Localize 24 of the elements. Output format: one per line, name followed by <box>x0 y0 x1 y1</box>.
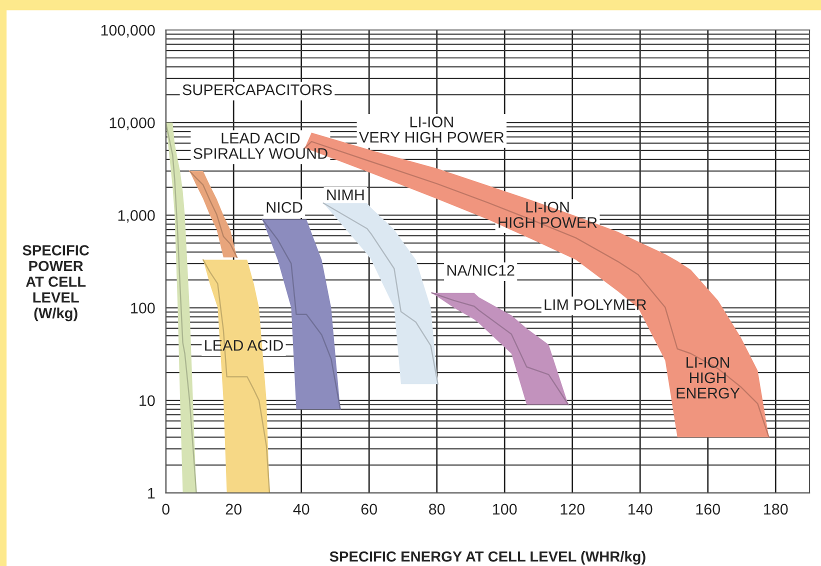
y-tick-label: 1,000 <box>118 210 155 223</box>
y-tick-label: 100,000 <box>101 24 155 38</box>
x-tick-label: 20 <box>226 504 242 515</box>
annotation: LI-ION VERY HIGH POWER <box>359 116 504 143</box>
x-tick-label: 0 <box>162 504 170 515</box>
x-tick-label: 60 <box>361 504 378 515</box>
annotation: SUPERCAPACITORS <box>182 84 332 96</box>
x-tick-label: 80 <box>429 504 445 515</box>
x-tick-label: 40 <box>293 504 310 515</box>
annotation: NICD <box>266 202 302 213</box>
x-tick-label: 120 <box>560 504 585 515</box>
y-tick-label: 1 <box>148 488 155 499</box>
y-tick-label: 10,000 <box>110 117 155 130</box>
x-tick-label: 140 <box>628 504 652 515</box>
y-tick-label: 100 <box>131 302 155 314</box>
annotation: LI-ION HIGH ENERGY <box>676 357 740 399</box>
y-tick-label: 10 <box>140 395 155 406</box>
x-tick-label: 160 <box>696 504 720 515</box>
annotation: NA/NIC12 <box>447 264 514 276</box>
x-tick-label: 180 <box>764 504 788 515</box>
x-tick-label: 100 <box>493 504 517 515</box>
y-axis-title: SPECIFIC POWER AT CELL LEVEL (W/kg) <box>22 245 90 322</box>
x-axis-title: SPECIFIC ENERGY AT CELL LEVEL (WHR/kg) <box>330 550 646 565</box>
annotation: NIMH <box>327 190 364 200</box>
